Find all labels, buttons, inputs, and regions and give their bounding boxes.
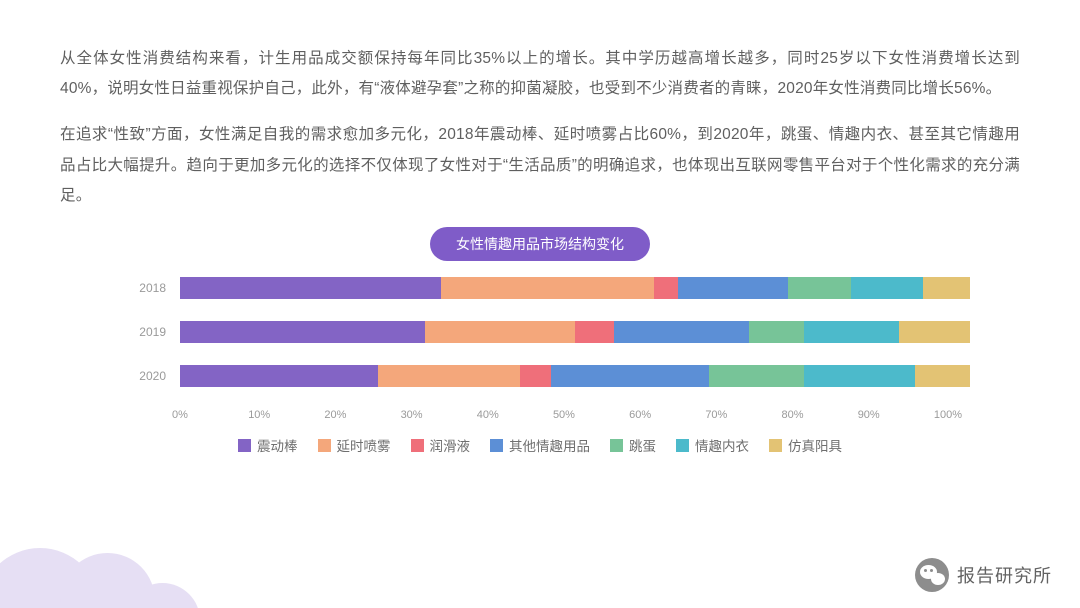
legend-item: 情趣内衣: [676, 435, 749, 455]
bar-segment: [441, 277, 654, 299]
chart-legend: 震动棒 延时喷雾 润滑液 其他情趣用品 跳蛋 情趣内衣 仿真阳具: [110, 435, 970, 457]
bar-segment: [614, 321, 748, 343]
bar-segment: [575, 321, 615, 343]
x-axis-tick: 70%: [705, 409, 781, 421]
bar-segment: [180, 321, 425, 343]
chart-row: 2018: [110, 277, 970, 299]
bar-segment: [851, 277, 922, 299]
x-axis-tick: 100%: [934, 409, 962, 421]
brand-footer: 报告研究所: [915, 558, 1052, 592]
decorative-cloud: [0, 508, 210, 608]
x-axis-tick: 10%: [248, 409, 324, 421]
legend-label: 其他情趣用品: [509, 435, 590, 455]
x-axis-tick: 30%: [401, 409, 477, 421]
bar-segment: [804, 365, 915, 387]
x-axis-tick: 20%: [324, 409, 400, 421]
legend-label: 震动棒: [257, 435, 298, 455]
legend-item: 震动棒: [238, 435, 298, 455]
stacked-bar: [180, 321, 970, 343]
legend-item: 润滑液: [411, 435, 471, 455]
legend-swatch: [238, 439, 251, 452]
chart-title: 女性情趣用品市场结构变化: [430, 227, 650, 261]
legend-label: 跳蛋: [629, 435, 656, 455]
body-paragraph-1: 从全体女性消费结构来看，计生用品成交额保持每年同比35%以上的增长。其中学历越高…: [60, 44, 1020, 104]
x-axis-tick: 80%: [782, 409, 858, 421]
legend-item: 跳蛋: [610, 435, 656, 455]
bar-segment: [378, 365, 520, 387]
bar-segment: [915, 365, 970, 387]
bar-segment: [923, 277, 970, 299]
legend-label: 润滑液: [430, 435, 471, 455]
legend-swatch: [490, 439, 503, 452]
legend-label: 情趣内衣: [695, 435, 749, 455]
x-axis-tick: 60%: [629, 409, 705, 421]
legend-swatch: [769, 439, 782, 452]
x-axis-tick: 50%: [553, 409, 629, 421]
bar-segment: [709, 365, 804, 387]
x-axis-tick: 90%: [858, 409, 934, 421]
legend-swatch: [318, 439, 331, 452]
y-axis-label: 2018: [110, 281, 180, 295]
bar-segment: [678, 277, 789, 299]
wechat-icon: [915, 558, 949, 592]
legend-label: 仿真阳具: [788, 435, 842, 455]
x-axis: 0%10%20%30%40%50%60%70%80%90%100%: [180, 409, 970, 421]
bar-segment: [425, 321, 575, 343]
bar-segment: [520, 365, 552, 387]
bar-segment: [899, 321, 970, 343]
legend-swatch: [676, 439, 689, 452]
stacked-bar: [180, 277, 970, 299]
bar-segment: [804, 321, 899, 343]
legend-item: 仿真阳具: [769, 435, 842, 455]
brand-name: 报告研究所: [957, 562, 1052, 588]
legend-label: 延时喷雾: [337, 435, 391, 455]
legend-swatch: [610, 439, 623, 452]
bar-segment: [180, 277, 441, 299]
stacked-bar: [180, 365, 970, 387]
bar-segment: [788, 277, 851, 299]
x-axis-tick: 0%: [172, 409, 248, 421]
body-paragraph-2: 在追求“性致”方面，女性满足自我的需求愈加多元化，2018年震动棒、延时喷雾占比…: [60, 120, 1020, 211]
stacked-bar-chart: 2018 2019 2020 0%10%20%30%40%50%60%70%80%90…: [110, 277, 970, 457]
legend-swatch: [411, 439, 424, 452]
bar-segment: [654, 277, 678, 299]
bar-segment: [749, 321, 804, 343]
y-axis-label: 2019: [110, 325, 180, 339]
y-axis-label: 2020: [110, 369, 180, 383]
bar-segment: [551, 365, 709, 387]
chart-row: 2020: [110, 365, 970, 387]
bar-segment: [180, 365, 378, 387]
legend-item: 其他情趣用品: [490, 435, 590, 455]
x-axis-tick: 40%: [477, 409, 553, 421]
chart-row: 2019: [110, 321, 970, 343]
legend-item: 延时喷雾: [318, 435, 391, 455]
